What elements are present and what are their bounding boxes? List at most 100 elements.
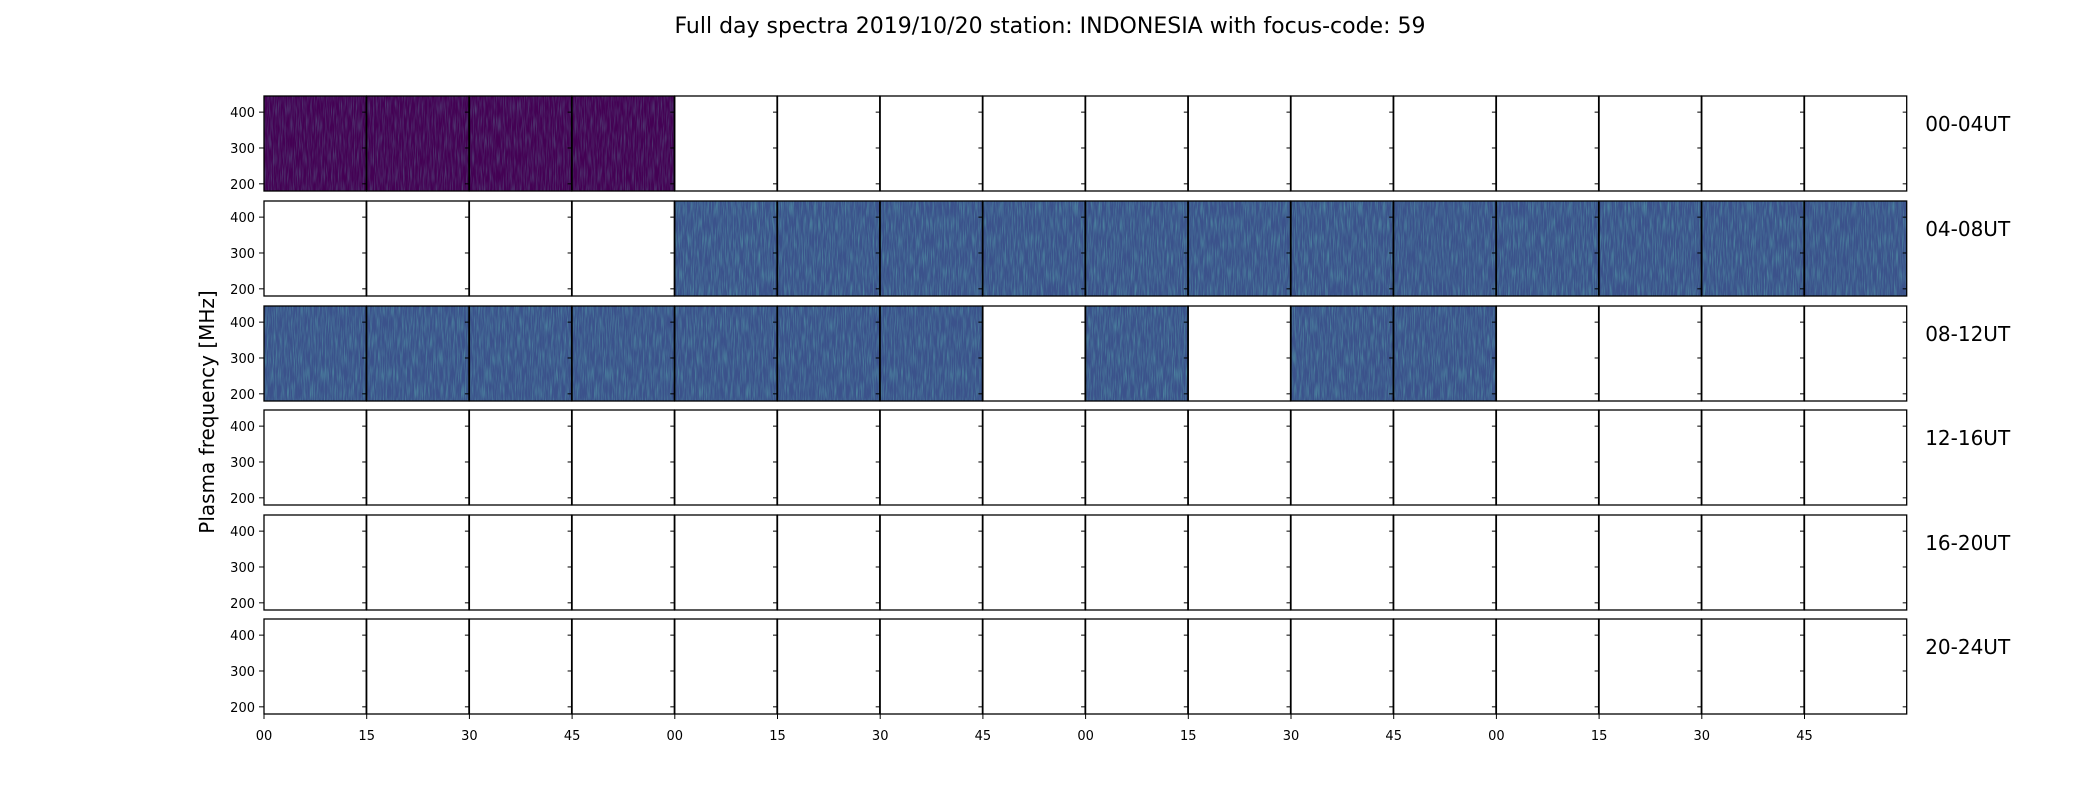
panel-frame (1290, 95, 1394, 192)
panel-frame (1495, 95, 1600, 192)
panel-frame (1598, 409, 1702, 506)
panel-frame (982, 514, 1086, 611)
panel-frame (879, 514, 984, 611)
panel-frame (1290, 514, 1394, 611)
panel-frame (366, 618, 470, 715)
x-tick-label: 15 (358, 729, 375, 744)
panel-frame (1495, 409, 1600, 506)
x-tick-label: 15 (1591, 729, 1608, 744)
spectrum-texture (777, 306, 880, 401)
row-time-label: 08-12UT (1925, 322, 2011, 346)
chart-title: Full day spectra 2019/10/20 station: IND… (674, 14, 1425, 39)
spectrum-texture (1599, 201, 1702, 296)
panel-frame (1803, 514, 1908, 611)
panel-frame (571, 514, 675, 611)
y-tick-label: 200 (230, 597, 255, 612)
panel-frame (1187, 409, 1292, 506)
spectrum-texture (982, 201, 1086, 296)
spectrum-texture (264, 306, 367, 401)
x-tick-label: 45 (975, 729, 992, 744)
panel-frame (674, 95, 778, 192)
panel-frame (879, 618, 984, 715)
spectrum-texture (777, 201, 880, 296)
spectrum-texture (264, 96, 367, 191)
panel-frame (1701, 514, 1805, 611)
y-tick-label: 200 (230, 283, 255, 298)
y-tick-label: 400 (230, 211, 255, 226)
panel-frame (1803, 200, 1908, 297)
panel-frame (1084, 514, 1189, 611)
spectrum-texture (1085, 306, 1188, 401)
panel-frame (263, 200, 367, 297)
panel-frame (674, 514, 778, 611)
panel-frame (1393, 95, 1497, 192)
panel-frame (1187, 95, 1292, 192)
spectrum-texture (674, 306, 777, 401)
spectrum-texture (366, 306, 469, 401)
spectrum-texture (469, 96, 572, 191)
panel-frame (1187, 618, 1292, 715)
panel-frame (571, 200, 675, 297)
panel-frame (1187, 514, 1292, 611)
spectrum-texture (1496, 201, 1599, 296)
x-tick-label: 00 (667, 729, 684, 744)
y-tick-label: 300 (230, 665, 255, 680)
panel-frame (1701, 409, 1805, 506)
y-tick-label: 200 (230, 388, 255, 403)
panel-frame (1803, 409, 1908, 506)
panel-frame (879, 409, 984, 506)
panel-frame (1393, 409, 1497, 506)
spectrum-texture (469, 306, 572, 401)
panel-frame (776, 95, 881, 192)
panel-frame (1187, 305, 1292, 402)
spectrum-texture (1291, 201, 1394, 296)
panel-frame (468, 618, 573, 715)
y-tick-label: 400 (230, 420, 255, 435)
panel-frame (1084, 409, 1189, 506)
panel-frame (366, 409, 470, 506)
panel-frame (263, 514, 367, 611)
panel-frame (982, 618, 1086, 715)
y-tick-label: 300 (230, 561, 255, 576)
panel-frame (1701, 305, 1805, 402)
panel-frame (1495, 618, 1600, 715)
panel-frame (674, 409, 778, 506)
x-tick-label: 45 (564, 729, 581, 744)
x-tick-label: 15 (769, 729, 786, 744)
panel-frame (1598, 95, 1702, 192)
x-tick-label: 45 (1796, 729, 1813, 744)
panel-frame (263, 618, 367, 715)
x-axis: 00 15 30 45 00 15 30 45 00 15 30 45 00 15 30 45 (256, 714, 1813, 744)
panel-frame (263, 409, 367, 506)
panel-frame (1084, 95, 1189, 192)
row-time-label: 12-16UT (1925, 426, 2011, 450)
y-tick-label: 300 (230, 142, 255, 157)
panel-frame (1290, 409, 1394, 506)
x-tick-label: 00 (256, 729, 273, 744)
y-tick-label: 200 (230, 178, 255, 193)
panel-frame (468, 514, 573, 611)
spectrum-texture (1804, 201, 1907, 296)
spectrum-texture (880, 306, 983, 401)
row-time-label: 04-08UT (1925, 217, 2011, 241)
y-tick-label: 300 (230, 352, 255, 367)
panel-frame (1701, 95, 1805, 192)
spectrum-texture (1701, 201, 1804, 296)
panel-frame (1495, 514, 1600, 611)
panel-frame (571, 409, 675, 506)
x-tick-label: 45 (1385, 729, 1402, 744)
row-time-label: 20-24UT (1925, 635, 2011, 659)
spectrum-texture (572, 306, 675, 401)
row-time-label: 00-04UT (1925, 112, 2011, 136)
panel-grid: 200 300 400 00-04UT 200 300 400 04-08UT 200 300 40… (230, 95, 2011, 716)
y-tick-label: 400 (230, 525, 255, 540)
panel-frame (468, 200, 573, 297)
spectrum-texture (880, 201, 983, 296)
y-tick-label: 400 (230, 316, 255, 331)
panel-frame (1393, 514, 1497, 611)
y-tick-label: 400 (230, 629, 255, 644)
spectrum-texture (366, 96, 469, 191)
x-tick-label: 15 (1180, 729, 1197, 744)
panel-frame (1701, 618, 1805, 715)
panel-frame (1803, 618, 1908, 715)
